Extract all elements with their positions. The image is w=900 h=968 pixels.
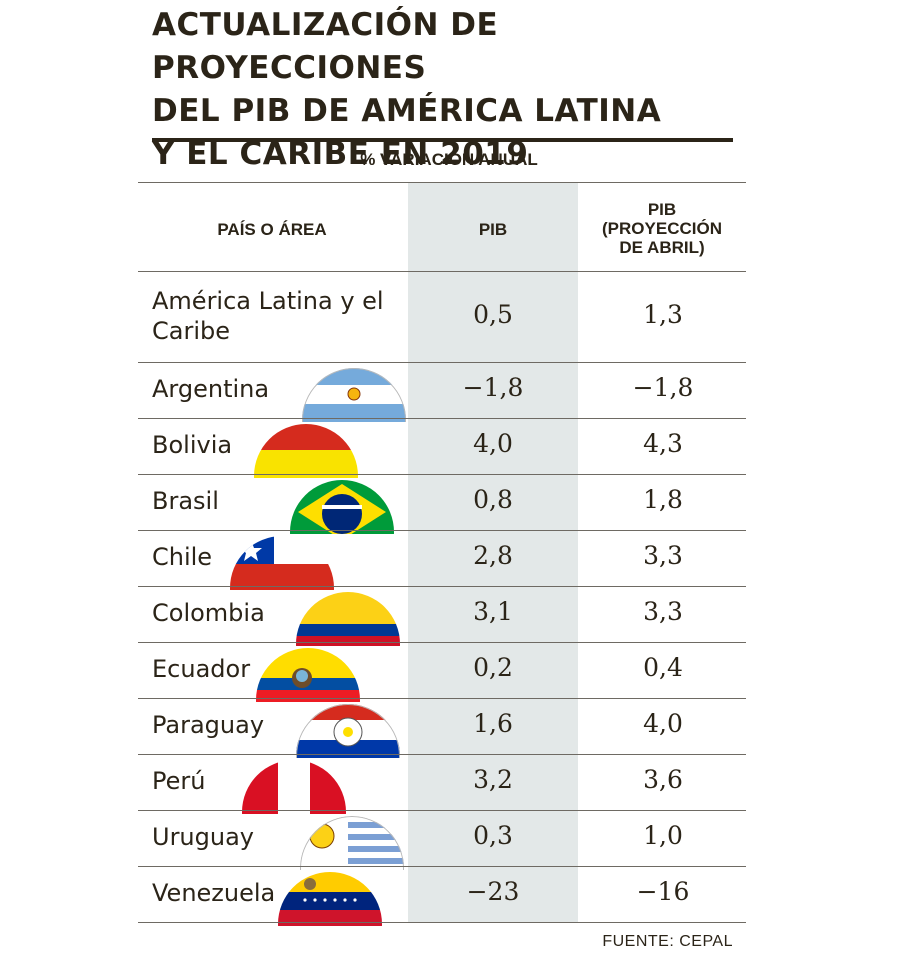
title-line: ACTUALIZACIÓN DE PROYECCIONES [152, 7, 499, 86]
country-name: Argentina [152, 374, 269, 404]
paraguay-flag-icon [296, 704, 400, 758]
april-projection-value: 1,3 [643, 300, 683, 329]
uruguay-flag-icon [300, 816, 404, 870]
april-projection-value: 0,4 [643, 653, 683, 682]
title-rule [152, 138, 733, 142]
pib-column-band [408, 182, 578, 922]
venezuela-flag-icon [278, 872, 382, 926]
row-divider [138, 866, 746, 867]
april-projection-value: −1,8 [632, 373, 694, 402]
country-name-line: Argentina [152, 375, 270, 403]
pib-value: 3,2 [473, 765, 513, 794]
country-name: Ecuador [152, 654, 250, 684]
row-divider [138, 922, 746, 923]
pib-value: −1,8 [462, 373, 524, 402]
april-projection-value: −16 [636, 877, 690, 906]
april-projection-value: 4,3 [643, 429, 683, 458]
country-name-line: Ecuador [152, 655, 251, 683]
pib-value: 0,2 [473, 653, 513, 682]
row-divider [138, 362, 746, 363]
chile-flag-icon [230, 536, 334, 590]
chart-subtitle: % VARIACIÓN ANUAL [360, 150, 538, 169]
chart-title: ACTUALIZACIÓN DE PROYECCIONES DEL PIB DE… [152, 4, 752, 176]
country-name: Venezuela [152, 878, 275, 908]
row-divider [138, 418, 746, 419]
april-projection-value: 3,3 [643, 597, 683, 626]
country-name: Paraguay [152, 710, 264, 740]
pib-value: 4,0 [473, 429, 513, 458]
peru-flag-icon [242, 760, 346, 814]
country-name: América Latina y el Caribe [152, 286, 384, 346]
pib-value: 2,8 [473, 541, 513, 570]
title-line: Y EL CARIBE EN 2019 [152, 136, 529, 172]
pib-value: 0,3 [473, 821, 513, 850]
pib-value: −23 [466, 877, 520, 906]
header-top-rule [138, 182, 746, 183]
april-projection-value: 3,3 [643, 541, 683, 570]
country-name: Bolivia [152, 430, 232, 460]
country-name-line: Chile [152, 543, 213, 571]
column-header-april: PIB (PROYECCIÓN DE ABRIL) [578, 200, 746, 257]
country-name-line: Perú [152, 767, 206, 795]
header-bottom-rule [138, 271, 746, 272]
country-name: Uruguay [152, 822, 254, 852]
column-header-country: PAÍS O ÁREA [217, 220, 327, 239]
row-divider [138, 642, 746, 643]
country-name-line: Caribe [152, 317, 230, 345]
column-header-pib: PIB [478, 220, 508, 239]
row-divider [138, 474, 746, 475]
bolivia-flag-icon [254, 424, 358, 478]
pib-value: 0,5 [473, 300, 513, 329]
april-projection-value: 1,8 [643, 485, 683, 514]
country-name-line: América Latina y el [152, 287, 384, 315]
country-name: Perú [152, 766, 205, 796]
title-line: DEL PIB DE AMÉRICA LATINA [152, 93, 662, 129]
brazil-flag-icon [290, 480, 394, 534]
row-divider [138, 810, 746, 811]
row-divider [138, 754, 746, 755]
colombia-flag-icon [296, 592, 400, 646]
column-header-april-line: (PROYECCIÓN [602, 219, 722, 238]
country-name-line: Venezuela [152, 879, 276, 907]
row-divider [138, 586, 746, 587]
pib-value: 3,1 [473, 597, 513, 626]
row-divider [138, 698, 746, 699]
country-name: Colombia [152, 598, 265, 628]
country-name-line: Uruguay [152, 823, 254, 851]
country-name: Brasil [152, 486, 219, 516]
country-name-line: Paraguay [152, 711, 265, 739]
pib-value: 1,6 [473, 709, 513, 738]
country-name-line: Colombia [152, 599, 265, 627]
country-name-line: Brasil [152, 487, 219, 515]
argentina-flag-icon [302, 368, 406, 422]
ecuador-flag-icon [256, 648, 360, 702]
column-header-april-line: PIB [647, 200, 677, 219]
country-name: Chile [152, 542, 212, 572]
april-projection-value: 3,6 [643, 765, 683, 794]
pib-value: 0,8 [473, 485, 513, 514]
row-divider [138, 530, 746, 531]
column-header-april-line: DE ABRIL) [619, 238, 705, 257]
april-projection-value: 1,0 [643, 821, 683, 850]
april-projection-value: 4,0 [643, 709, 683, 738]
country-name-line: Bolivia [152, 431, 233, 459]
source-note: FUENTE: CEPAL [602, 933, 733, 950]
